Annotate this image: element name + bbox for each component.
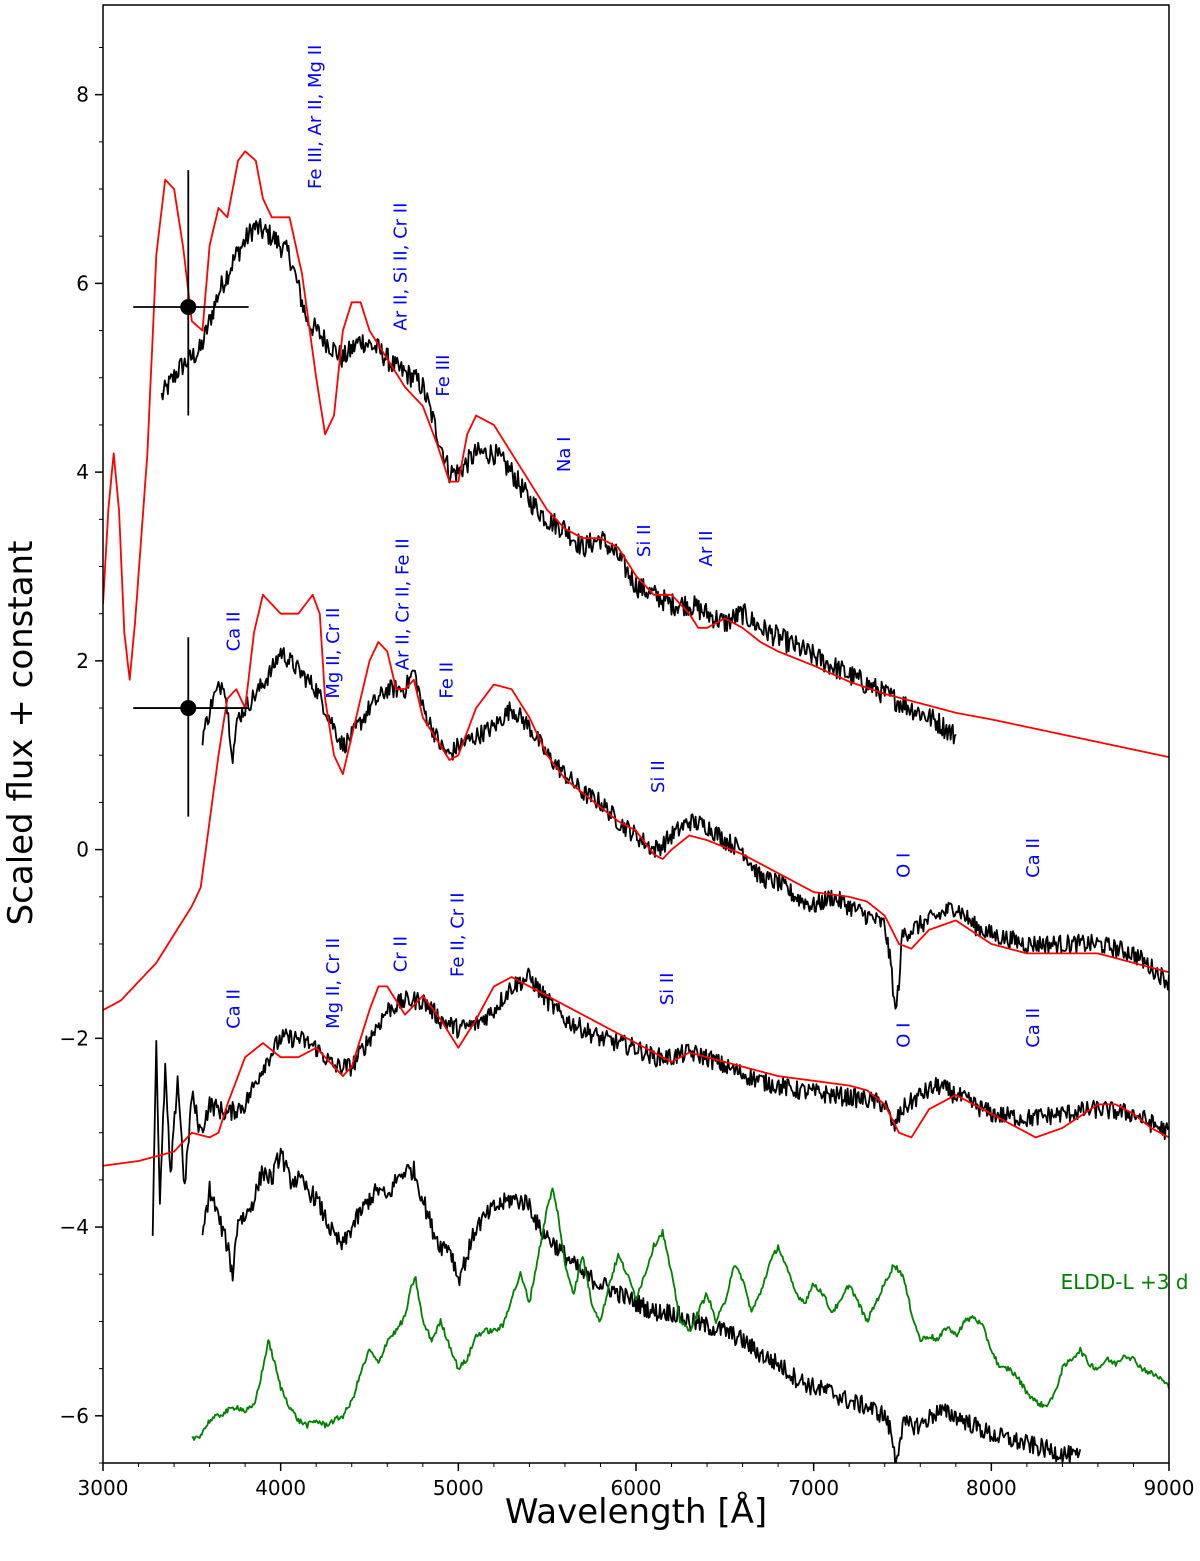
model-label: ELDD-L +3 d	[1061, 1270, 1189, 1294]
spectrum-line-2	[103, 150, 1169, 758]
line-id-label: Mg II, Cr II	[323, 938, 344, 1029]
y-tick-label: 8	[76, 83, 89, 107]
x-tick-label: 9000	[1144, 1476, 1195, 1500]
spectrum-line-8	[191, 1187, 1169, 1441]
line-id-label: Si II	[657, 973, 678, 1006]
x-tick-label: 7000	[788, 1476, 839, 1500]
spectrum-line-3	[201, 647, 1169, 1010]
line-id-label: Ar II, Cr II, Fe II	[392, 538, 413, 670]
line-id-label: Si II	[634, 524, 655, 557]
error-point-1	[133, 170, 249, 416]
line-id-label: O I	[893, 1023, 914, 1048]
spectrum-line-4	[103, 593, 1169, 1011]
line-id-label: Ca II	[1023, 1008, 1044, 1048]
y-tick-label: 2	[76, 649, 89, 673]
spectrum-line-7	[201, 1147, 1082, 1463]
x-tick-label: 8000	[966, 1476, 1017, 1500]
y-tick-label: −2	[60, 1026, 89, 1050]
line-id-label: Ar II	[696, 530, 717, 566]
x-tick-label: 3000	[78, 1476, 129, 1500]
line-id-label: Fe III, Ar II, Mg II	[305, 45, 326, 189]
x-axis-title: Wavelength [Å]	[505, 1491, 767, 1532]
y-tick-label: 0	[76, 838, 89, 862]
spectrum-line-1	[160, 218, 957, 745]
axis-ticks: 3000 4000 5000 6000 7000 8000 9000 −6 −4 −2 0 2 4 6 8	[60, 46, 1195, 1500]
line-id-label: Fe III	[433, 355, 454, 397]
line-id-label: Si II	[648, 760, 669, 793]
y-axis-title: Scaled flux + constant	[1, 541, 41, 926]
y-tick-label: 6	[76, 271, 89, 295]
plot-area: Fe III, Ar II, Mg II Ar II, Si II, Cr II F…	[102, 4, 1189, 1464]
line-id-label: Ca II	[224, 989, 245, 1029]
line-id-label: Cr II	[391, 936, 412, 972]
spectrum-line-5	[151, 967, 1169, 1236]
x-tick-label: 5000	[433, 1476, 484, 1500]
y-tick-label: −6	[60, 1404, 89, 1428]
line-id-label: Ca II	[224, 611, 245, 651]
line-id-label: Mg II, Cr II	[323, 608, 344, 699]
error-point-2	[133, 637, 249, 817]
plot-frame	[102, 4, 1170, 1464]
y-tick-label: 4	[76, 460, 89, 484]
line-id-label: Fe II	[437, 662, 458, 699]
x-tick-label: 6000	[611, 1476, 662, 1500]
y-tick-label: −4	[60, 1215, 89, 1239]
line-id-label: Ar II, Si II, Cr II	[391, 203, 412, 331]
line-id-label: Fe II, Cr II	[447, 892, 468, 977]
spectrum-line-6	[103, 976, 1169, 1167]
line-id-label: Na I	[554, 437, 575, 473]
line-id-label: O I	[893, 853, 914, 878]
x-tick-label: 4000	[255, 1476, 306, 1500]
line-id-label: Ca II	[1023, 838, 1044, 878]
